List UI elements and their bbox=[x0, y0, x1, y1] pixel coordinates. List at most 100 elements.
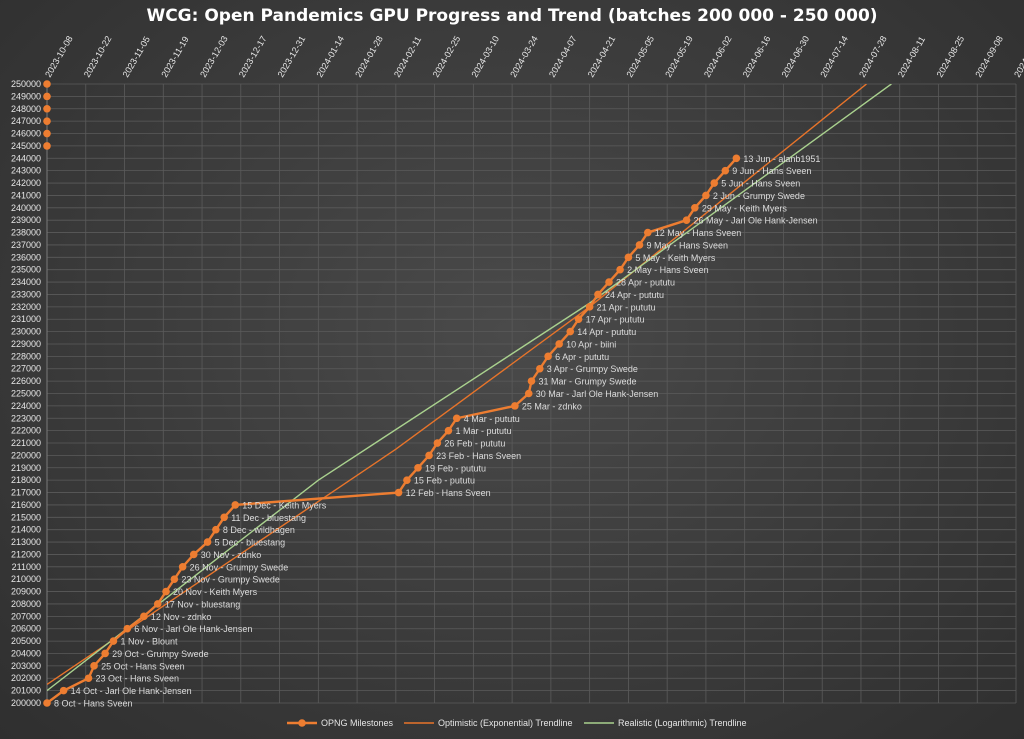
data-label: 26 Nov - Grumpy Swede bbox=[190, 562, 289, 572]
y-tick-label: 237000 bbox=[11, 240, 41, 250]
milestone-point bbox=[123, 624, 132, 633]
milestone-point bbox=[710, 179, 719, 187]
y-tick-label: 204000 bbox=[11, 648, 41, 658]
milestone-point bbox=[732, 154, 741, 163]
data-label: 3 Apr - Grumpy Swede bbox=[547, 364, 638, 374]
x-tick-label: 2023-12-31 bbox=[276, 34, 308, 79]
x-tick-label: 2024-07-14 bbox=[818, 34, 850, 79]
milestone-point bbox=[43, 129, 51, 138]
x-tick-label: 2024-04-07 bbox=[547, 34, 579, 79]
milestone-point bbox=[414, 463, 422, 472]
milestone-point bbox=[140, 612, 148, 621]
y-tick-label: 242000 bbox=[11, 178, 41, 188]
y-tick-label: 241000 bbox=[11, 190, 41, 200]
data-label: 4 Mar - pututu bbox=[464, 414, 520, 424]
data-label: 6 Apr - pututu bbox=[555, 352, 609, 362]
milestone-point bbox=[682, 216, 691, 224]
legend-label: Realistic (Logarithmic) Trendline bbox=[618, 718, 747, 728]
y-tick-label: 207000 bbox=[11, 611, 41, 621]
y-tick-label: 214000 bbox=[11, 525, 41, 535]
milestone-point bbox=[90, 662, 98, 670]
milestone-point bbox=[153, 600, 162, 608]
milestone-point bbox=[101, 649, 109, 658]
data-label: 14 Oct - Jarl Ole Hank-Jensen bbox=[71, 686, 192, 696]
y-tick-label: 217000 bbox=[11, 488, 41, 498]
x-tick-label: 2023-10-22 bbox=[82, 34, 114, 79]
data-label: 2 Jun - Grumpy Swede bbox=[713, 191, 805, 201]
x-tick-label: 2023-12-17 bbox=[237, 34, 269, 79]
data-label: 11 Dec - bluestang bbox=[231, 513, 306, 523]
milestone-point bbox=[43, 699, 51, 707]
data-label: 5 Jun - Hans Sveen bbox=[721, 179, 800, 189]
data-label: 17 Apr - pututu bbox=[586, 315, 645, 325]
x-tick-label: 2024-08-11 bbox=[896, 35, 927, 79]
milestone-point bbox=[433, 439, 442, 447]
milestone-point bbox=[425, 451, 433, 460]
y-tick-label: 245000 bbox=[11, 141, 41, 151]
data-label: 15 Dec - Keith Myers bbox=[242, 500, 327, 510]
y-tick-label: 203000 bbox=[11, 661, 41, 671]
milestone-point bbox=[403, 476, 411, 484]
legend-marker bbox=[298, 719, 306, 727]
milestone-point bbox=[691, 204, 699, 212]
data-label: 1 Mar - pututu bbox=[455, 426, 511, 436]
y-tick-label: 240000 bbox=[11, 203, 41, 213]
milestone-point bbox=[702, 191, 710, 200]
data-label: 30 Mar - Jarl Ole Hank-Jensen bbox=[536, 389, 659, 399]
y-tick-label: 222000 bbox=[11, 426, 41, 436]
data-label: 29 Oct - Grumpy Swede bbox=[112, 649, 209, 659]
data-label: 17 Nov - bluestang bbox=[165, 599, 241, 609]
milestone-point bbox=[43, 80, 51, 88]
data-label: 24 Apr - pututu bbox=[605, 290, 664, 300]
y-tick-label: 218000 bbox=[11, 475, 41, 485]
legend: OPNG Milestones Optimistic (Exponential) … bbox=[287, 718, 747, 728]
milestone-point bbox=[203, 538, 212, 546]
milestone-point bbox=[231, 501, 240, 509]
y-tick-label: 215000 bbox=[11, 512, 41, 522]
y-tick-label: 227000 bbox=[11, 364, 41, 374]
data-label: 20 Nov - Keith Myers bbox=[173, 587, 258, 597]
y-tick-label: 201000 bbox=[11, 686, 41, 696]
x-tick-label: 2024-02-25 bbox=[431, 34, 463, 79]
data-label: 12 May - Hans Sveen bbox=[655, 228, 742, 238]
data-label: 21 Apr - pututu bbox=[597, 302, 656, 312]
milestone-point bbox=[544, 352, 552, 361]
x-tick-label: 2024-02-11 bbox=[392, 35, 423, 79]
x-tick-label: 2024-09-22 bbox=[1012, 34, 1024, 79]
x-tick-label: 2024-01-28 bbox=[353, 34, 385, 79]
y-tick-label: 247000 bbox=[11, 116, 41, 126]
milestone-point bbox=[635, 241, 644, 249]
y-tick-label: 243000 bbox=[11, 166, 41, 176]
y-tick-label: 200000 bbox=[11, 698, 41, 708]
milestone-point bbox=[536, 364, 544, 373]
y-tick-label: 250000 bbox=[11, 79, 41, 89]
y-tick-label: 239000 bbox=[11, 215, 41, 225]
data-label: 19 Feb - pututu bbox=[425, 463, 486, 473]
milestone-point bbox=[170, 575, 179, 583]
data-label: 25 Oct - Hans Sveen bbox=[101, 661, 185, 671]
y-tick-label: 226000 bbox=[11, 376, 41, 386]
milestone-markers bbox=[43, 80, 741, 707]
milestone-point bbox=[109, 637, 118, 645]
y-tick-label: 212000 bbox=[11, 549, 41, 559]
milestone-point bbox=[59, 686, 68, 695]
data-label: 9 Jun - Hans Sveen bbox=[732, 166, 811, 176]
y-tick-label: 230000 bbox=[11, 327, 41, 337]
data-label: 13 Jun - alanb1951 bbox=[743, 154, 820, 164]
optimistic-trendline bbox=[47, 84, 867, 686]
data-label: 5 Dec - bluestang bbox=[215, 538, 286, 548]
data-label: 23 Feb - Hans Sveen bbox=[436, 451, 521, 461]
y-tick-label: 225000 bbox=[11, 389, 41, 399]
milestone-point bbox=[84, 674, 93, 683]
x-tick-label: 2023-12-03 bbox=[198, 34, 230, 79]
x-tick-label: 2024-01-14 bbox=[314, 34, 346, 79]
legend-label: OPNG Milestones bbox=[321, 718, 394, 728]
data-labels: 8 Oct - Hans Sveen 14 Oct - Jarl Ole Hank… bbox=[54, 154, 820, 709]
milestone-point bbox=[43, 142, 51, 150]
y-tick-label: 213000 bbox=[11, 537, 41, 547]
milestone-point bbox=[43, 92, 51, 101]
y-tick-label: 209000 bbox=[11, 587, 41, 597]
milestone-point bbox=[555, 340, 563, 348]
